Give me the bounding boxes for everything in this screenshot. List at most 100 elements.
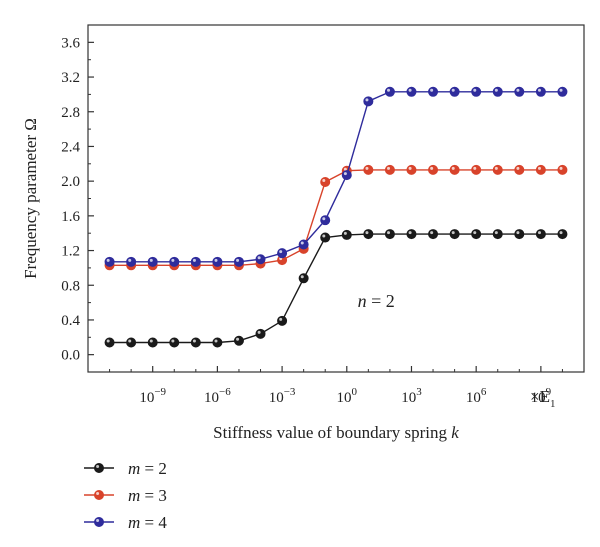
- data-point: [428, 229, 439, 240]
- data-point: [514, 86, 525, 97]
- x-axis: 10−9 10−6 10−3 100 103 106 109: [109, 366, 563, 406]
- data-point-highlight: [408, 166, 412, 170]
- data-point-highlight: [192, 258, 196, 262]
- data-point-highlight: [236, 337, 240, 341]
- x-axis-title-var: k: [451, 423, 459, 442]
- data-point: [277, 248, 288, 259]
- data-point: [535, 86, 546, 97]
- data-point-highlight: [343, 167, 347, 171]
- legend-label: m = 4: [128, 513, 167, 532]
- data-point-highlight: [408, 88, 412, 92]
- data-point: [363, 96, 374, 107]
- data-point-highlight: [171, 339, 175, 343]
- data-point: [147, 256, 158, 267]
- data-point: [212, 256, 223, 267]
- x-tick-label: 10−9: [139, 386, 166, 406]
- series-line: [109, 91, 563, 263]
- data-point-highlight: [387, 166, 391, 170]
- data-point: [190, 256, 201, 267]
- series-4: [104, 86, 568, 267]
- legend-marker: [94, 462, 105, 473]
- series-layer: [104, 86, 568, 348]
- data-point-highlight: [408, 231, 412, 235]
- data-point-highlight: [257, 256, 261, 260]
- x-tick-label: 100: [337, 386, 358, 406]
- data-point-highlight: [343, 172, 347, 176]
- data-point: [104, 256, 115, 267]
- data-point-highlight: [322, 217, 326, 221]
- legend-marker: [94, 517, 105, 528]
- data-point-highlight: [300, 275, 304, 279]
- data-point-highlight: [128, 258, 132, 262]
- series-line: [109, 233, 563, 344]
- legend-item: m = 2: [84, 459, 167, 478]
- data-point: [255, 254, 266, 265]
- legend-marker-highlight: [96, 492, 100, 495]
- y-tick-label: 0.0: [61, 348, 80, 364]
- data-point: [255, 328, 266, 339]
- y-tick-label: 0.4: [61, 313, 80, 329]
- data-point: [341, 170, 352, 181]
- legend: m = 2 m = 3 m = 4: [84, 459, 167, 532]
- series-line: [109, 169, 563, 266]
- y-tick-label: 0.8: [61, 278, 80, 294]
- data-point: [471, 86, 482, 97]
- data-point: [298, 239, 309, 250]
- data-point-highlight: [149, 258, 153, 262]
- y-tick-label: 3.6: [61, 35, 80, 51]
- x-tick-label: 10−6: [204, 386, 231, 406]
- data-point: [320, 232, 331, 243]
- data-point: [320, 177, 331, 188]
- data-point-highlight: [430, 166, 434, 170]
- data-point: [471, 229, 482, 240]
- data-point: [492, 229, 503, 240]
- n-annotation: n = 2: [358, 291, 395, 311]
- x-tick-label: 103: [401, 386, 422, 406]
- data-point-highlight: [537, 166, 541, 170]
- legend-marker-highlight: [96, 519, 100, 522]
- data-point: [126, 256, 137, 267]
- data-point: [557, 164, 568, 175]
- data-point-highlight: [257, 330, 261, 334]
- data-point: [384, 86, 395, 97]
- data-point: [514, 229, 525, 240]
- legend-marker-highlight: [96, 465, 100, 468]
- data-point-highlight: [365, 98, 369, 102]
- data-point: [406, 164, 417, 175]
- data-point: [514, 164, 525, 175]
- series-3: [104, 164, 568, 271]
- data-point-highlight: [537, 231, 541, 235]
- data-point-highlight: [214, 339, 218, 343]
- data-point: [212, 337, 223, 348]
- data-point-highlight: [516, 88, 520, 92]
- x-axis-title: Stiffness value of boundary spring k: [213, 423, 459, 442]
- y-tick-label: 1.2: [61, 244, 80, 260]
- data-point: [428, 164, 439, 175]
- data-point: [341, 229, 352, 240]
- data-point: [557, 229, 568, 240]
- y-tick-label: 2.0: [61, 174, 80, 190]
- y-tick-label: 2.4: [61, 139, 80, 155]
- data-point: [535, 164, 546, 175]
- data-point: [363, 164, 374, 175]
- data-point-highlight: [365, 231, 369, 235]
- data-point-highlight: [128, 339, 132, 343]
- y-axis: 0.0 0.4 0.8 1.2 1.6 2.0 2.4 2.8 3.2 3.6: [61, 35, 94, 364]
- data-point-highlight: [494, 166, 498, 170]
- data-point: [147, 337, 158, 348]
- y-axis-title: Frequency parameter Ω: [21, 118, 40, 279]
- data-point-highlight: [559, 166, 563, 170]
- data-point-highlight: [365, 166, 369, 170]
- data-point-highlight: [171, 258, 175, 262]
- series-2: [104, 229, 568, 348]
- data-point: [384, 229, 395, 240]
- y-tick-label: 1.6: [61, 209, 80, 225]
- data-point: [363, 229, 374, 240]
- data-point: [169, 256, 180, 267]
- x-unit-label: ×E1: [530, 387, 555, 410]
- data-point-highlight: [214, 258, 218, 262]
- y-tick-label: 3.2: [61, 70, 80, 86]
- data-point: [233, 335, 244, 346]
- data-point-highlight: [343, 231, 347, 235]
